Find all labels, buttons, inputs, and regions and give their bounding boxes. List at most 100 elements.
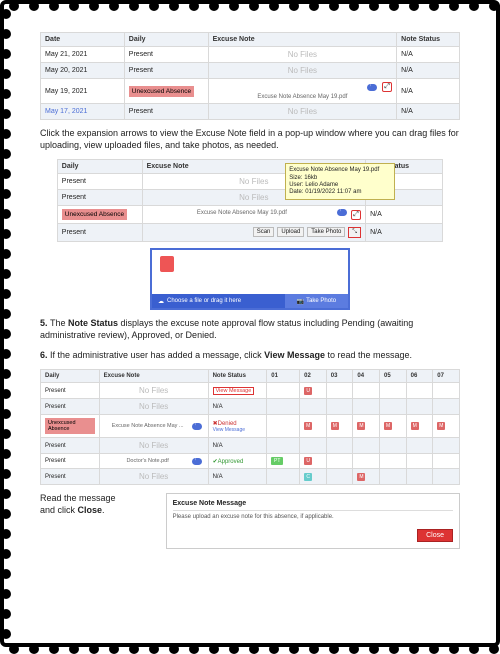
take-photo-label: Take Photo xyxy=(306,298,336,304)
view-message-link[interactable]: View Message xyxy=(213,387,255,395)
gc xyxy=(380,454,407,469)
scallop-dot xyxy=(229,644,239,654)
gc xyxy=(433,454,460,469)
table-row: Unexcused Absence Excuse Note Absence Ma… xyxy=(57,206,442,224)
take-photo-button[interactable]: Take Photo xyxy=(307,227,345,237)
gc: M xyxy=(433,415,460,438)
cell-excuse: Excuse Note Absence May 19.pdf ⤢ xyxy=(142,206,366,224)
col-d: 02 xyxy=(300,370,327,383)
upload-icon[interactable] xyxy=(192,423,202,430)
file-tooltip: Excuse Note Absence May 19.pdf Size: 16k… xyxy=(285,163,395,200)
scallop-dot xyxy=(69,644,79,654)
code-m: M xyxy=(331,422,339,430)
scallop-dot xyxy=(109,1,119,11)
tooltip-line: Excuse Note Absence May 19.pdf xyxy=(289,167,391,174)
instruction-para-6: 6. If the administrative user has added … xyxy=(40,350,460,362)
message-box-wrap: Excuse Note Message Please upload an exc… xyxy=(166,493,460,549)
view-message-strong: View Message xyxy=(264,350,325,360)
table-header-row: Date Daily Excuse Note Note Status xyxy=(41,33,460,47)
upload-button[interactable]: Upload xyxy=(277,227,304,237)
view-message-link[interactable]: View Message xyxy=(213,427,245,433)
t: to read the message. xyxy=(325,350,412,360)
cell-daily: Present xyxy=(124,104,208,120)
gc xyxy=(353,454,380,469)
scallop-dot xyxy=(1,149,11,159)
scallop-dot xyxy=(469,644,479,654)
attendance-table-3: Daily Excuse Note Note Status 01 02 03 0… xyxy=(40,369,460,485)
gc xyxy=(353,438,380,454)
scallop-dot xyxy=(1,449,11,459)
col-d: 05 xyxy=(380,370,407,383)
cell-daily: Present xyxy=(41,469,100,485)
scallop-dot xyxy=(1,249,11,259)
note-status-strong: Note Status xyxy=(68,318,118,328)
cell-daily: Present xyxy=(41,438,100,454)
page-frame: Date Daily Excuse Note Note Status May 2… xyxy=(0,0,500,647)
scallop-dot xyxy=(449,644,459,654)
col-d: 01 xyxy=(267,370,300,383)
cell-status: N/A xyxy=(208,438,267,454)
expand-button[interactable]: ⤢ xyxy=(382,82,392,92)
scallop-dot xyxy=(1,569,11,579)
cell-excuse: No Files xyxy=(99,438,208,454)
scallop-dot xyxy=(429,1,439,11)
tooltip-line: Date: 01/19/2022 11:07 am xyxy=(289,189,391,196)
code-m: M xyxy=(437,422,445,430)
gc: M xyxy=(300,415,327,438)
cell-daily: Present xyxy=(124,47,208,63)
scan-button[interactable]: Scan xyxy=(253,227,275,237)
gc xyxy=(267,383,300,399)
table-row: Present Scan Upload Take Photo ⤡ N/A xyxy=(57,224,442,242)
cell-daily: Unexcused Absence xyxy=(41,415,100,438)
cell-excuse: No Files xyxy=(99,383,208,399)
upload-icon[interactable] xyxy=(337,209,347,216)
collapse-button[interactable]: ⤡ xyxy=(348,227,361,238)
gc: M xyxy=(406,415,433,438)
scallop-dot xyxy=(1,629,11,639)
approved-label: ✔Approved xyxy=(213,459,244,465)
scallop-dot xyxy=(1,169,11,179)
tooltip-line: User: Lelio Adame xyxy=(289,182,391,189)
scallop-dot xyxy=(1,229,11,239)
step-num: 5. xyxy=(40,318,50,328)
t: . xyxy=(102,505,105,515)
camera-icon: 📷 xyxy=(297,298,304,305)
scallop-dot xyxy=(1,269,11,279)
table-row: Present No Files View Message U xyxy=(41,383,460,399)
cell-status: N/A xyxy=(397,104,460,120)
cell-excuse: No Files xyxy=(208,47,397,63)
scallop-dot xyxy=(249,644,259,654)
gc xyxy=(326,399,353,415)
col-d: 03 xyxy=(326,370,353,383)
take-photo-button[interactable]: 📷 Take Photo xyxy=(285,294,348,308)
gc xyxy=(433,399,460,415)
scallop-dot xyxy=(89,1,99,11)
close-button[interactable]: Close xyxy=(417,529,453,542)
cell-excuse: ⤢ Excuse Note Absence May 19.pdf xyxy=(208,79,397,104)
no-files-label: No Files xyxy=(104,402,204,411)
scallop-dot xyxy=(109,644,119,654)
scallop-dot xyxy=(1,609,11,619)
scallop-dot xyxy=(209,1,219,11)
gc: M xyxy=(380,415,407,438)
table-row: Present No Files N/A xyxy=(41,399,460,415)
upload-icon[interactable] xyxy=(192,458,202,465)
expand-button[interactable]: ⤢ xyxy=(351,210,361,220)
scallop-dot xyxy=(89,644,99,654)
cell-date-link[interactable]: May 17, 2021 xyxy=(41,104,125,120)
cell-status: N/A xyxy=(208,399,267,415)
scallop-dot xyxy=(249,1,259,11)
gc xyxy=(380,469,407,485)
table-row: Present No Files N/A xyxy=(41,438,460,454)
tooltip-line: Size: 16kb xyxy=(289,175,391,182)
scallop-dot xyxy=(369,644,379,654)
choose-file-button[interactable]: ☁ Choose a file or drag it here xyxy=(152,294,285,308)
scallop-dot xyxy=(49,1,59,11)
scallop-dot xyxy=(149,1,159,11)
scallop-dot xyxy=(1,549,11,559)
scallop-dot xyxy=(189,644,199,654)
upload-icon[interactable] xyxy=(367,84,377,91)
file-name: Excuse Note Absence May 19.pdf xyxy=(197,210,287,216)
dialog-title: Excuse Note Message xyxy=(173,500,453,511)
table-row: May 19, 2021 Unexcused Absence ⤢ Excuse … xyxy=(41,79,460,104)
